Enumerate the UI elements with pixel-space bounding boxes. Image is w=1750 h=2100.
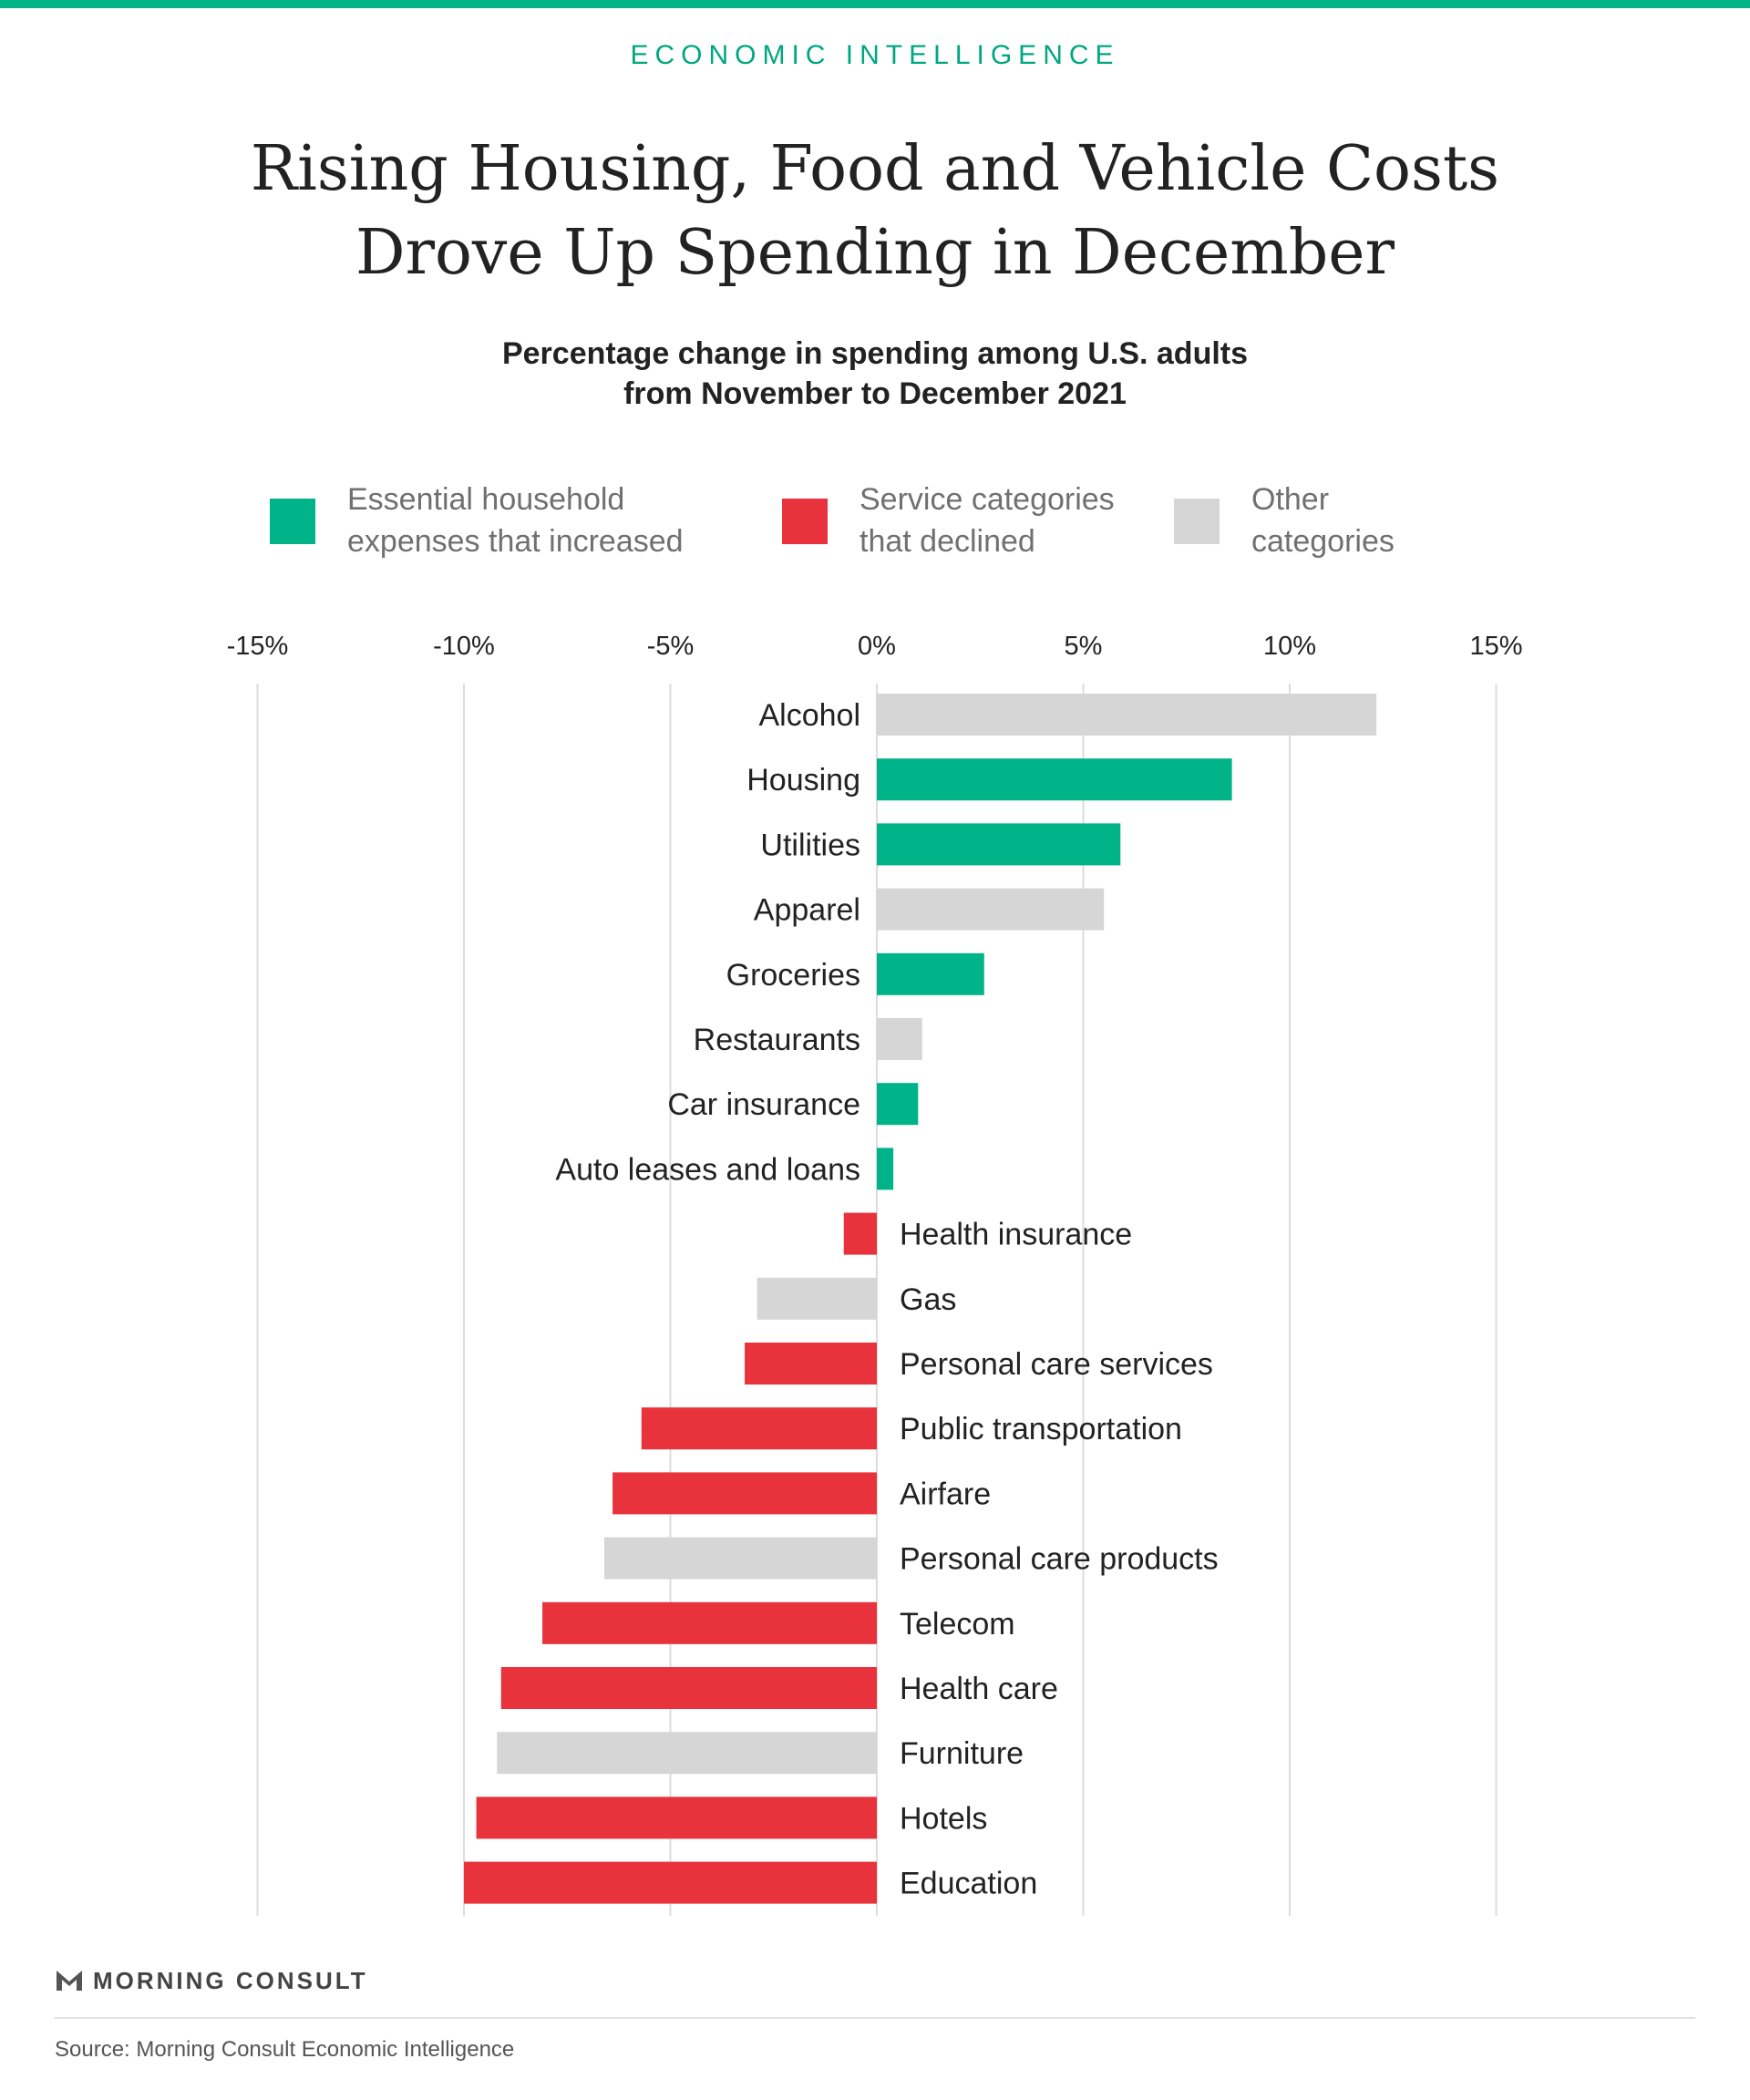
category-label: Telecom <box>900 1607 1015 1642</box>
bar-other <box>497 1732 877 1775</box>
legend-swatch-service <box>782 499 828 544</box>
category-label: Utilities <box>760 828 860 862</box>
category-label: Apparel <box>754 893 860 928</box>
bar-service <box>542 1601 877 1644</box>
bar-other <box>757 1277 877 1320</box>
subtitle-line-2: from November to December 2021 <box>623 376 1127 411</box>
top-accent-bar <box>0 0 1750 8</box>
bar-service <box>641 1407 877 1450</box>
x-tick-label: -5% <box>647 632 695 661</box>
legend-swatch-essential <box>270 499 315 544</box>
x-tick-label: 15% <box>1469 632 1522 661</box>
category-label: Alcohol <box>758 698 860 733</box>
legend-label-other-line-2: categories <box>1251 524 1395 559</box>
legend-label-essential-line-2: expenses that increased <box>347 524 684 559</box>
brand-name: MORNING CONSULT <box>93 1967 368 1994</box>
bar-essential <box>877 1148 894 1190</box>
morning-consult-logo-icon <box>57 1971 82 1991</box>
bar-essential <box>877 823 1121 866</box>
category-label: Health insurance <box>900 1218 1132 1252</box>
category-label: Education <box>900 1867 1037 1901</box>
bar-other <box>604 1537 877 1580</box>
legend-label-service-line-1: Service categories <box>860 482 1115 517</box>
legend-label-essential: Essential household expenses that increa… <box>347 479 748 562</box>
bar-other <box>877 888 1105 931</box>
category-label: Furniture <box>900 1736 1024 1771</box>
bar-other <box>877 1018 922 1060</box>
category-label: Housing <box>746 763 860 798</box>
category-label: Personal care services <box>900 1347 1213 1382</box>
x-tick-label: 10% <box>1263 632 1316 661</box>
source-note: Source: Morning Consult Economic Intelli… <box>55 2037 515 2062</box>
bar-service <box>476 1796 877 1839</box>
chart-subtitle: Percentage change in spending among U.S.… <box>0 334 1750 414</box>
title-line-2: Drove Up Spending in December <box>355 217 1395 289</box>
bar-service <box>745 1343 877 1385</box>
category-label: Airfare <box>900 1477 991 1511</box>
title-line-1: Rising Housing, Food and Vehicle Costs <box>250 133 1500 205</box>
category-label: Personal care products <box>900 1542 1219 1577</box>
legend-label-service-line-2: that declined <box>860 524 1035 559</box>
bar-essential <box>877 952 984 995</box>
bar-essential <box>877 758 1232 801</box>
legend-label-other: Other categories <box>1251 479 1652 562</box>
category-label: Gas <box>900 1282 956 1317</box>
legend-label-essential-line-1: Essential household <box>347 482 625 517</box>
legend-swatch-other <box>1174 499 1220 544</box>
kicker-label: ECONOMIC INTELLIGENCE <box>630 40 1120 70</box>
chart-title: Rising Housing, Food and Vehicle Costs D… <box>0 128 1750 295</box>
category-label: Groceries <box>726 958 860 993</box>
category-label: Auto leases and loans <box>555 1152 860 1187</box>
subtitle-line-1: Percentage change in spending among U.S.… <box>501 336 1249 371</box>
x-tick-label: 5% <box>1065 632 1103 661</box>
legend-label-service: Service categories that declined <box>860 479 1261 562</box>
category-label: Restaurants <box>694 1023 860 1057</box>
legend-label-other-line-1: Other <box>1251 482 1330 517</box>
bar-other <box>877 694 1377 736</box>
category-label: Health care <box>900 1672 1058 1706</box>
category-label: Car insurance <box>667 1087 860 1122</box>
bar-service <box>500 1667 877 1709</box>
category-label: Hotels <box>900 1801 987 1836</box>
x-tick-label: -10% <box>433 632 495 661</box>
bar-service <box>843 1212 877 1255</box>
category-label: Public transportation <box>900 1412 1182 1446</box>
footer-divider <box>55 2017 1695 2019</box>
x-tick-label: 0% <box>858 632 896 661</box>
x-tick-label: -15% <box>227 632 289 661</box>
bar-service <box>612 1472 877 1515</box>
bar-service <box>464 1861 877 1904</box>
bar-essential <box>877 1083 919 1126</box>
